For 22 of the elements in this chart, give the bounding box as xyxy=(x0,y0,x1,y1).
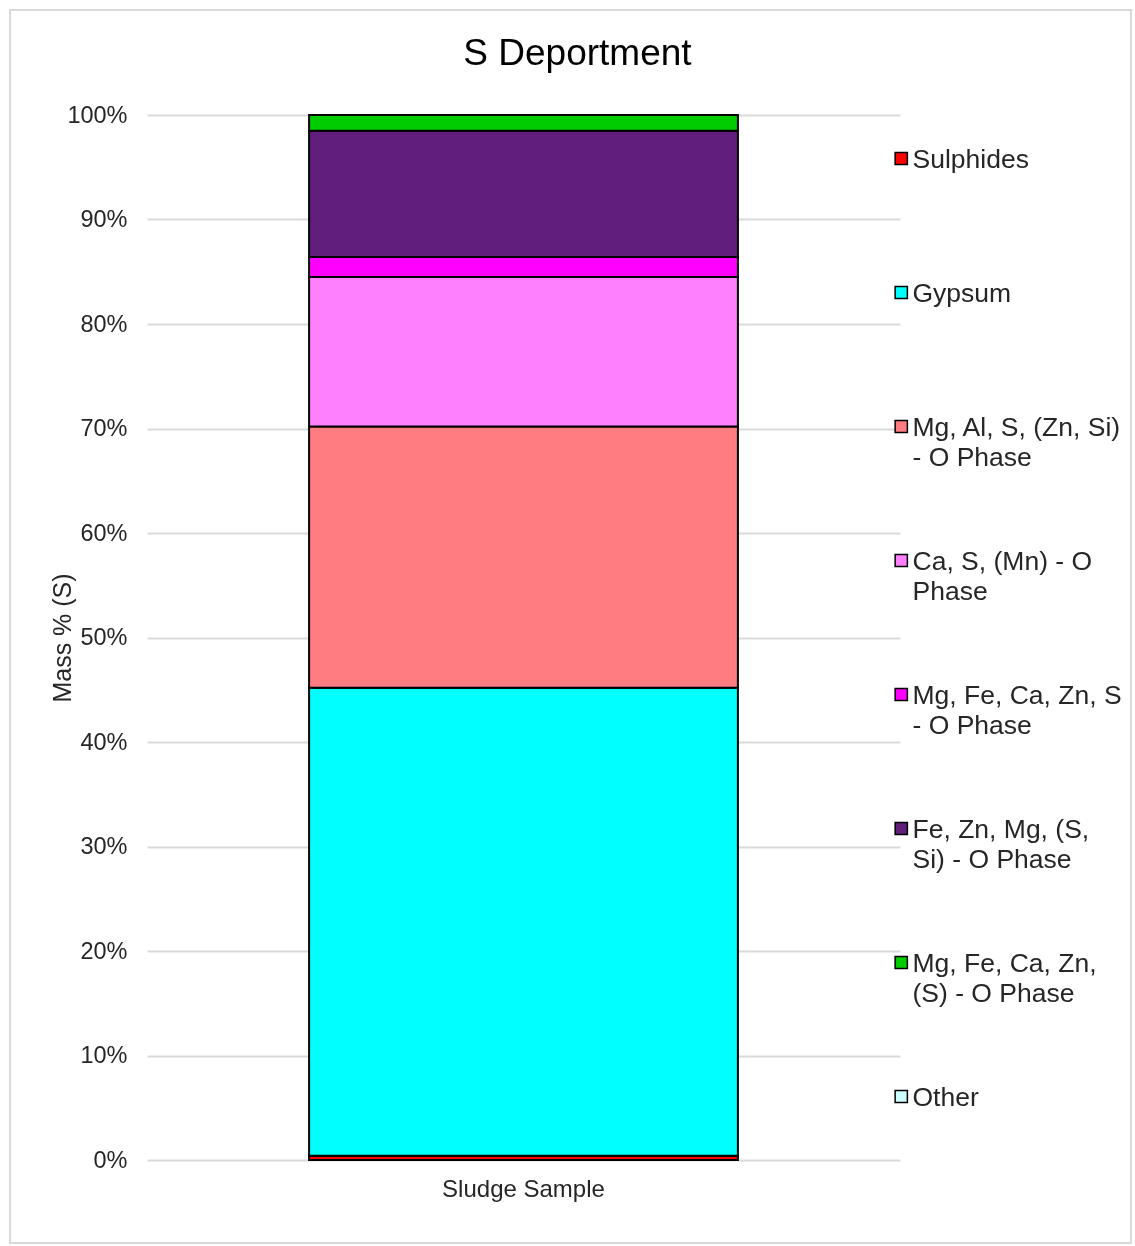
y-tick-label: 100% xyxy=(67,101,128,128)
legend-label: Fe, Zn, Mg, (S, Si) - O Phase xyxy=(912,814,1090,874)
y-tick-label: 40% xyxy=(80,728,128,755)
y-tick-label: 0% xyxy=(93,1146,128,1173)
y-tick-label: 10% xyxy=(80,1042,128,1068)
y-tick-label: 50% xyxy=(80,624,128,650)
y-tick-label: 20% xyxy=(80,937,128,964)
legend-label: Mg, Fe, Ca, Zn, (S) - O Phase xyxy=(912,948,1097,1008)
legend-label: Mg, Fe, Ca, Zn, S - O Phase xyxy=(912,680,1122,740)
x-tick-label: Sludge Sample xyxy=(442,1174,605,1202)
legend-label: Ca, S, (Mn) - O Phase xyxy=(912,546,1093,606)
y-tick-label: 60% xyxy=(80,519,128,546)
y-tick-label: 80% xyxy=(80,310,128,337)
chart-title: S Deportment xyxy=(463,32,693,73)
legend-label: Other xyxy=(912,1082,979,1112)
legend-label: Gypsum xyxy=(912,278,1012,308)
y-axis-title: Mass % (S) xyxy=(47,573,76,703)
legend-label: Mg, Al, S, (Zn, Si) - O Phase xyxy=(912,412,1121,472)
y-tick-label: 30% xyxy=(80,833,128,859)
y-tick-label: 90% xyxy=(80,206,128,232)
legend-label: Sulphides xyxy=(912,144,1029,174)
y-tick-label: 70% xyxy=(80,415,128,441)
